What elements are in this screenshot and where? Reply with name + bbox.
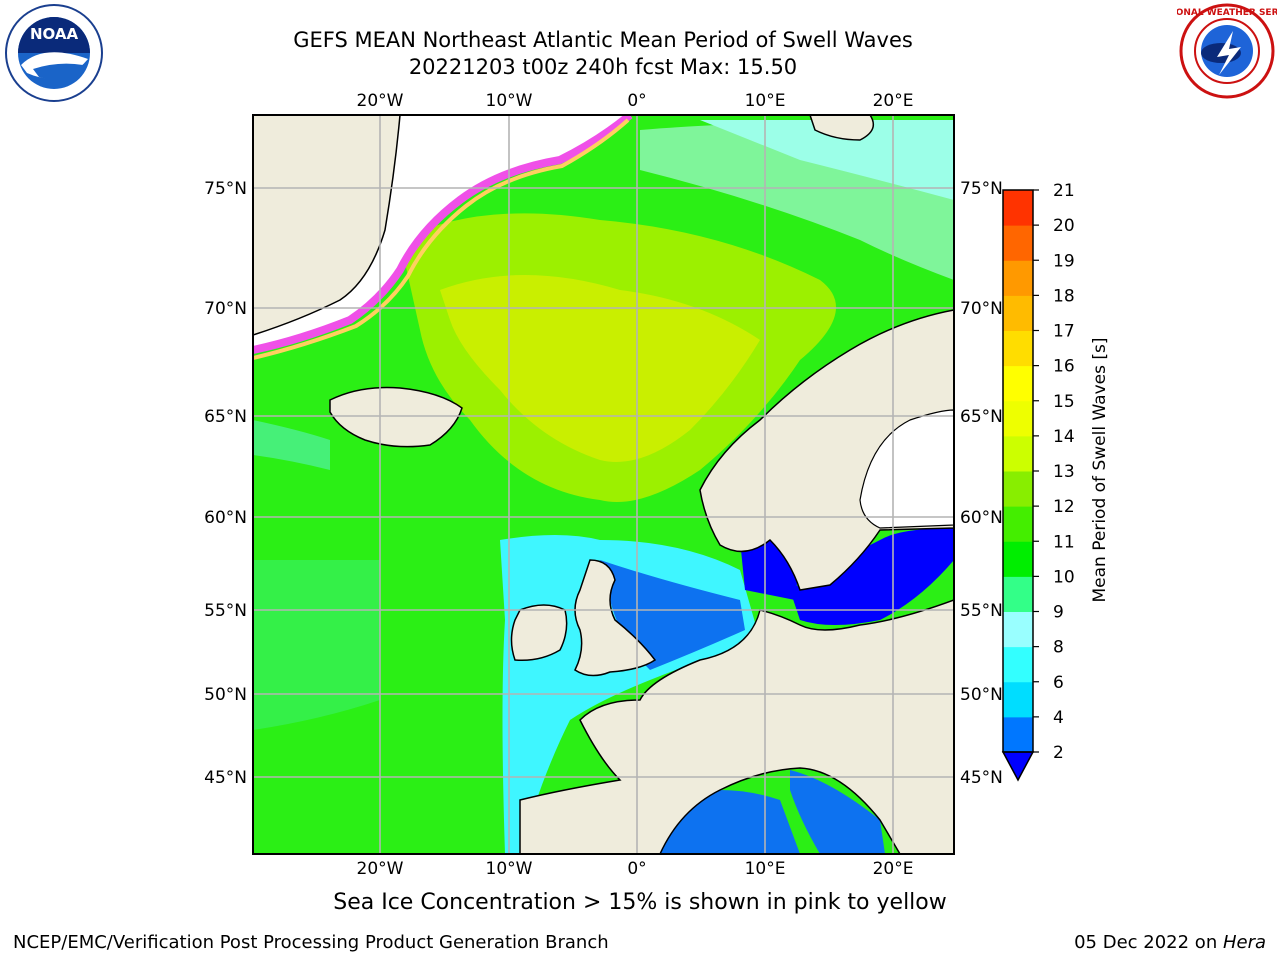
colorbar-segment	[1003, 190, 1033, 226]
colorbar-under-arrow	[1001, 751, 1035, 782]
graticule	[253, 115, 954, 854]
lat-tick-label: 50°N	[204, 685, 247, 705]
map-frame	[252, 114, 955, 855]
lat-tick-label: 50°N	[960, 685, 1003, 705]
lon-ticks-bottom: 20°W 10°W 0° 10°E 20°E	[357, 859, 914, 879]
colorbar-segment	[1003, 506, 1033, 542]
lon-ticks-top: 20°W 10°W 0° 10°E 20°E	[357, 91, 914, 111]
nws-logo: NATIONAL WEATHER SERVICE	[1177, 3, 1277, 99]
lat-ticks-left: 75°N 70°N 65°N 60°N 55°N 50°N 45°N	[204, 179, 247, 788]
lat-tick-label: 75°N	[204, 179, 247, 199]
colorbar-segment	[1003, 330, 1033, 367]
colorbar-segment	[1003, 365, 1033, 402]
noaa-logo: NOAA	[5, 4, 103, 102]
lon-tick-label: 20°E	[873, 859, 914, 879]
colorbar: 2 4 6 8 9 10 11 12 13 14 15 16 17 18 19 20 21	[1001, 181, 1075, 782]
sea-ice-caption: Sea Ice Concentration > 15% is shown in …	[333, 890, 947, 915]
lat-tick-label: 65°N	[204, 407, 247, 427]
lat-tick-label: 65°N	[960, 407, 1003, 427]
lon-tick-label: 20°W	[357, 859, 404, 879]
lon-tick-label: 20°W	[357, 91, 404, 111]
colorbar-segment	[1003, 611, 1033, 648]
land	[253, 115, 954, 854]
colorbar-segment	[1003, 260, 1033, 296]
colorbar-segment	[1003, 681, 1033, 718]
colorbar-segment	[1003, 541, 1033, 577]
lat-tick-label: 70°N	[204, 299, 247, 319]
colorbar-tick-label: 11	[1053, 532, 1075, 552]
colorbar-tick-label: 14	[1053, 427, 1075, 447]
colorbar-segment	[1003, 225, 1033, 261]
colorbar-segment	[1003, 471, 1033, 507]
lat-tick-label: 55°N	[204, 601, 247, 621]
colorbar-tick-label: 20	[1053, 216, 1075, 236]
map-subtitle: 20221203 t00z 240h fcst Max: 15.50	[408, 55, 798, 79]
colorbar-tick-label: 6	[1053, 673, 1064, 693]
footer-date-text: 05 Dec 2022 on	[1074, 932, 1223, 953]
lon-tick-label: 0°	[627, 91, 646, 111]
colorbar-tick-label: 2	[1053, 743, 1064, 763]
lat-tick-label: 55°N	[960, 601, 1003, 621]
colorbar-tick-label: 13	[1053, 462, 1075, 482]
noaa-logo-text: NOAA	[30, 25, 79, 43]
colorbar-segment	[1003, 400, 1033, 437]
colorbar-label: Mean Period of Swell Waves [s]	[1090, 338, 1110, 603]
lon-tick-label: 10°E	[745, 91, 786, 111]
footer-credit: NCEP/EMC/Verification Post Processing Pr…	[13, 932, 609, 953]
colorbar-tick-label: 19	[1053, 251, 1075, 271]
colorbar-tick-label: 18	[1053, 286, 1075, 306]
colorbar-tick-label: 12	[1053, 497, 1075, 517]
colorbar-segment	[1003, 295, 1033, 331]
lat-tick-label: 60°N	[204, 508, 247, 528]
lat-tick-label: 45°N	[204, 768, 247, 788]
colorbar-tick-label: 9	[1053, 603, 1064, 623]
map-title: GEFS MEAN Northeast Atlantic Mean Period…	[293, 28, 913, 52]
colorbar-segment	[1003, 576, 1033, 612]
lon-tick-label: 10°W	[486, 859, 533, 879]
svg-text:NATIONAL WEATHER SERVICE: NATIONAL WEATHER SERVICE	[1177, 8, 1277, 18]
lat-tick-label: 75°N	[960, 179, 1003, 199]
colorbar-tick-label: 4	[1053, 708, 1064, 728]
lon-tick-label: 20°E	[873, 91, 914, 111]
lat-tick-label: 70°N	[960, 299, 1003, 319]
colorbar-tick-label: 21	[1053, 181, 1075, 201]
lon-tick-label: 0°	[627, 859, 646, 879]
colorbar-segment	[1003, 716, 1033, 753]
footer-date: 05 Dec 2022 on Hera	[1074, 932, 1266, 953]
colorbar-tick-label: 15	[1053, 392, 1075, 412]
lat-tick-label: 60°N	[960, 508, 1003, 528]
footer-host: Hera	[1222, 932, 1266, 953]
colorbar-segment	[1003, 435, 1033, 472]
lat-tick-label: 45°N	[960, 768, 1003, 788]
colorbar-segment	[1003, 646, 1033, 683]
colorbar-tick-label: 16	[1053, 357, 1075, 377]
colorbar-tick-label: 10	[1053, 567, 1075, 587]
lat-ticks-right: 75°N 70°N 65°N 60°N 55°N 50°N 45°N	[960, 179, 1003, 788]
colorbar-tick-label: 17	[1053, 322, 1075, 342]
lon-tick-label: 10°W	[486, 91, 533, 111]
colorbar-tick-label: 8	[1053, 638, 1064, 658]
lon-tick-label: 10°E	[745, 859, 786, 879]
